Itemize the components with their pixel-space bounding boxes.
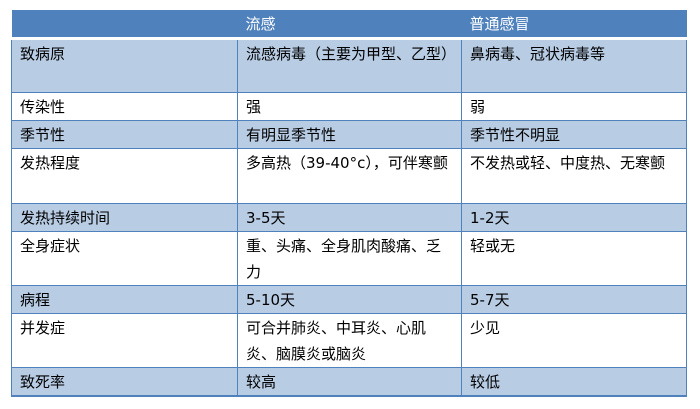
row-label: 致病原 [11, 38, 238, 93]
flu-cell: 有明显季节性 [237, 120, 462, 149]
row-label: 发热持续时间 [11, 203, 238, 232]
row-label: 传染性 [11, 92, 238, 121]
cold-cell: 季节性不明显 [461, 120, 687, 149]
flu-cell: 可合并肺炎、中耳炎、心肌炎、脑膜炎或脑炎 [237, 313, 462, 368]
flu-cell: 多高热（39-40°c），可伴寒颤 [237, 148, 462, 204]
cold-cell: 不发热或轻、中度热、无寒颤 [461, 148, 687, 204]
table-row: 季节性 有明显季节性 季节性不明显 [11, 120, 687, 149]
cold-cell: 少见 [461, 313, 687, 368]
cold-cell: 鼻病毒、冠状病毒等 [461, 38, 687, 93]
header-cell-flu: 流感 [237, 10, 462, 40]
cold-cell: 轻或无 [461, 231, 687, 286]
cold-cell: 5-7天 [461, 285, 687, 314]
row-label: 全身症状 [11, 231, 238, 286]
cold-cell: 较低 [461, 367, 687, 397]
flu-cell: 5-10天 [237, 285, 462, 314]
row-label: 发热程度 [11, 148, 238, 204]
flu-cell: 3-5天 [237, 203, 462, 232]
row-label: 病程 [11, 285, 238, 314]
flu-cell: 较高 [237, 367, 462, 397]
flu-cell: 重、头痛、全身肌肉酸痛、乏力 [237, 231, 462, 286]
comparison-table: 流感 普通感冒 致病原 流感病毒（主要为甲型、乙型） 鼻病毒、冠状病毒等 传染性… [11, 10, 687, 397]
header-row: 流感 普通感冒 [11, 10, 687, 40]
table-row: 致死率 较高 较低 [11, 367, 687, 397]
cold-cell: 弱 [461, 92, 687, 121]
cold-cell: 1-2天 [461, 203, 687, 232]
table-row: 传染性 强 弱 [11, 92, 687, 121]
row-label: 并发症 [11, 313, 238, 368]
table-row: 并发症 可合并肺炎、中耳炎、心肌炎、脑膜炎或脑炎 少见 [11, 313, 687, 368]
row-label: 致死率 [11, 367, 238, 397]
table-row: 全身症状 重、头痛、全身肌肉酸痛、乏力 轻或无 [11, 231, 687, 286]
table-row: 病程 5-10天 5-7天 [11, 285, 687, 314]
table-row: 发热程度 多高热（39-40°c），可伴寒颤 不发热或轻、中度热、无寒颤 [11, 148, 687, 204]
row-label: 季节性 [11, 120, 238, 149]
flu-cell: 流感病毒（主要为甲型、乙型） [237, 38, 462, 93]
table-row: 致病原 流感病毒（主要为甲型、乙型） 鼻病毒、冠状病毒等 [11, 38, 687, 93]
header-cell-cold: 普通感冒 [461, 10, 687, 40]
flu-cell: 强 [237, 92, 462, 121]
table-row: 发热持续时间 3-5天 1-2天 [11, 203, 687, 232]
header-cell-empty [11, 10, 238, 40]
